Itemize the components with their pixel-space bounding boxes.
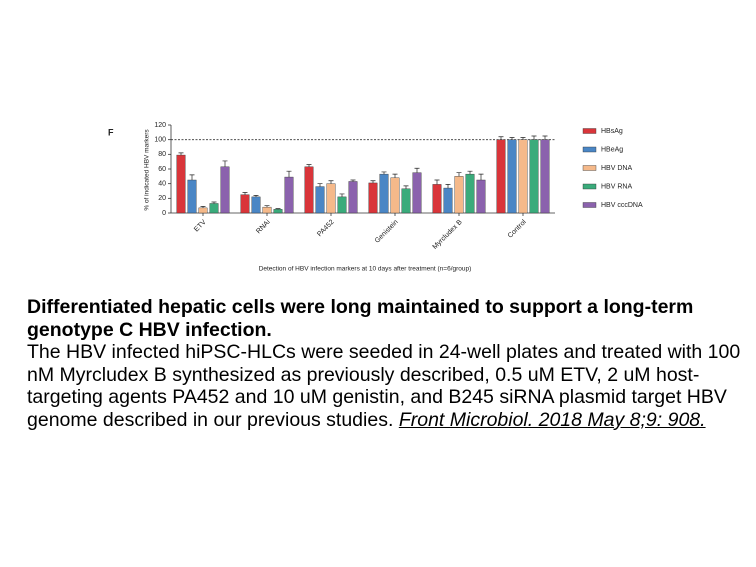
error-bar — [178, 152, 184, 156]
bar — [432, 184, 442, 214]
error-bar — [403, 185, 409, 189]
bar — [529, 139, 539, 214]
y-tick-label: 100 — [154, 137, 166, 144]
bar — [518, 139, 528, 214]
bar — [496, 139, 506, 214]
legend-label: HBV cccDNA — [601, 202, 643, 209]
y-tick-label: 80 — [158, 151, 166, 158]
bar — [507, 139, 517, 214]
error-bar — [242, 192, 248, 195]
bar — [251, 196, 261, 214]
error-bar — [498, 136, 504, 140]
bar — [240, 194, 250, 214]
legend-swatch — [582, 183, 597, 190]
bar — [401, 188, 411, 214]
y-tick-label: 20 — [158, 195, 166, 202]
error-bar — [414, 167, 420, 173]
error-bar — [478, 173, 484, 180]
bar — [262, 206, 272, 214]
y-axis-label: % of indicated HBV markers — [144, 129, 151, 211]
error-bar — [370, 180, 376, 183]
error-bar — [264, 205, 270, 208]
error-bar — [211, 201, 217, 204]
legend-label: HBsAg — [601, 128, 623, 135]
bar — [412, 172, 422, 214]
bar — [176, 154, 186, 214]
x-tick-label: ETV — [193, 219, 208, 234]
legend-swatch — [582, 146, 597, 153]
error-bar — [445, 184, 451, 189]
error-bar — [520, 137, 526, 140]
bar — [379, 173, 389, 214]
y-tick-label: 40 — [158, 181, 166, 188]
error-bar — [350, 179, 356, 182]
error-bar — [339, 193, 345, 197]
caption-title: Differentiated hepatic cells were long m… — [27, 296, 694, 341]
bar — [326, 183, 336, 214]
error-bar — [286, 170, 292, 178]
error-bar — [200, 206, 206, 208]
error-bar — [467, 170, 473, 175]
legend-label: HBeAg — [601, 146, 623, 153]
error-bar — [542, 135, 548, 140]
error-bar — [317, 183, 323, 187]
bar — [284, 176, 294, 214]
error-bar — [434, 179, 440, 185]
caption: Differentiated hepatic cells were long m… — [27, 296, 742, 431]
bar — [390, 177, 400, 214]
bar — [315, 186, 325, 214]
x-tick-label: Control — [507, 218, 528, 239]
x-tick-label: RNAi — [255, 218, 272, 235]
error-bar — [328, 180, 334, 184]
x-tick-label: Genistein — [374, 219, 400, 245]
error-bar — [509, 137, 515, 140]
bar — [443, 187, 453, 214]
legend-swatch — [582, 202, 597, 208]
bar — [465, 173, 475, 214]
bar — [273, 209, 283, 214]
error-bar — [275, 208, 281, 210]
legend-label: HBV RNA — [601, 183, 632, 190]
y-tick-label: 60 — [158, 166, 166, 173]
error-bar — [222, 160, 228, 167]
error-bar — [189, 174, 195, 180]
x-axis-label: Detection of HBV infection markers at 10… — [259, 266, 472, 273]
legend-swatch — [582, 128, 597, 134]
error-bar — [306, 164, 312, 167]
bar — [540, 139, 550, 214]
error-bar — [531, 135, 537, 140]
panel-label: F — [108, 127, 114, 137]
bar — [220, 166, 230, 214]
legend-label: HBV DNA — [601, 165, 632, 172]
bar — [348, 181, 358, 214]
legend-swatch — [582, 165, 597, 171]
x-tick-label: PA452 — [316, 219, 336, 239]
caption-body: The HBV infected hiPSC-HLCs were seeded … — [27, 341, 741, 431]
bar — [187, 179, 197, 214]
bar — [476, 179, 486, 214]
error-bar — [392, 173, 398, 178]
chart: F % of indicated HBV markers Detection o… — [108, 122, 643, 273]
bar — [209, 203, 219, 214]
bar — [454, 176, 464, 214]
bar — [304, 166, 314, 214]
error-bar — [253, 195, 259, 197]
y-tick-label: 0 — [162, 210, 166, 217]
bar — [337, 196, 347, 214]
y-tick-label: 120 — [154, 122, 166, 129]
bar — [368, 182, 378, 214]
bar — [198, 207, 208, 214]
x-tick-label: Myrcludex B — [432, 219, 464, 251]
citation-link[interactable]: Front Microbiol. 2018 May 8;9: 908. — [398, 408, 706, 431]
error-bar — [381, 171, 387, 175]
error-bar — [456, 172, 462, 177]
